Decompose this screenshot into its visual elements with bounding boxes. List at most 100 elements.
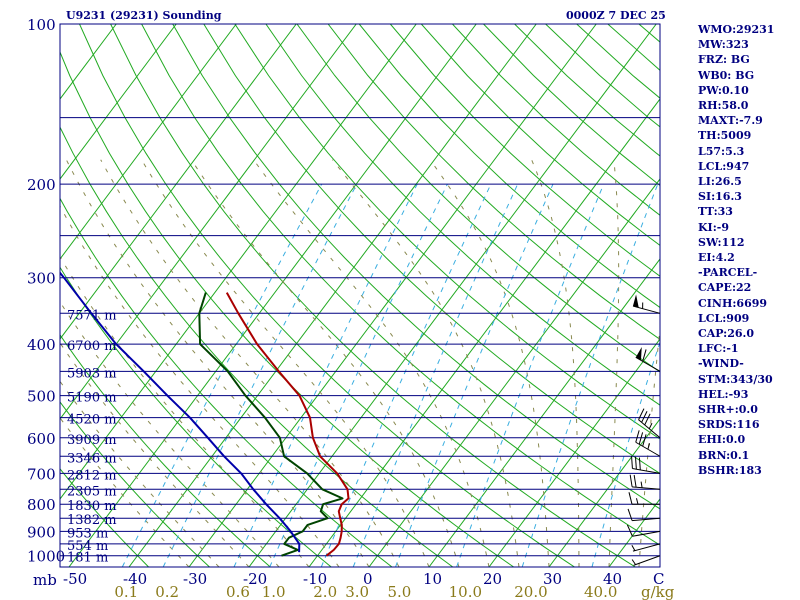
height-label: 7571 m xyxy=(67,308,117,323)
index-item: WMO:29231 xyxy=(698,23,775,36)
wind-barb-half-flag xyxy=(631,559,636,565)
height-label: 554 m xyxy=(67,539,108,554)
moist-adiabat-line xyxy=(190,159,460,567)
index-item: EHI:0.0 xyxy=(698,433,746,447)
temperature-trace xyxy=(225,292,350,557)
isotherm-line xyxy=(68,24,477,567)
moist-adiabat-line xyxy=(65,159,370,567)
wind-barb-pennant xyxy=(635,346,642,361)
mixing-ratio-line xyxy=(162,183,358,567)
dry-adiabat-line xyxy=(110,24,636,567)
temperature-tick-label: 10 xyxy=(423,570,442,588)
wind-barb-flag xyxy=(628,492,633,505)
index-item: CAP:26.0 xyxy=(698,327,755,341)
wind-barb-flag xyxy=(633,474,637,488)
dry-adiabat-line xyxy=(172,24,660,510)
mixing-ratio-tick-label: 20.0 xyxy=(514,583,547,600)
pressure-tick-label: 300 xyxy=(27,270,56,288)
temperature-tick-label: 40 xyxy=(603,570,622,588)
moist-adiabat-line xyxy=(638,322,660,567)
dry-adiabat-line xyxy=(327,24,660,341)
isotherm-line xyxy=(60,24,297,340)
index-item: LCL:909 xyxy=(698,311,750,325)
height-label: 1830 m xyxy=(67,499,117,514)
wind-barb-staff xyxy=(632,543,661,552)
mixing-ratio-tick-label: 10.0 xyxy=(449,583,482,600)
mixing-ratio-tick-label: 0.6 xyxy=(226,583,250,600)
wind-barb-flag xyxy=(641,411,648,423)
wind-barb xyxy=(635,430,661,457)
mixing-ratio-tick-label: 40.0 xyxy=(584,583,617,600)
mixing-ratio-line xyxy=(521,183,659,567)
index-item: TT:33 xyxy=(698,205,733,219)
wind-barb-flag xyxy=(634,456,637,470)
pressure-tick-label: 600 xyxy=(27,430,56,448)
index-item: SHR+:0.0 xyxy=(698,403,758,417)
height-label: 3909 m xyxy=(67,433,117,448)
mixing-ratio-line xyxy=(269,183,448,567)
pressure-tick-label: 700 xyxy=(27,465,56,483)
isotherm-line xyxy=(428,258,660,567)
temperature-tick-label: 30 xyxy=(543,570,562,588)
height-label: 5903 m xyxy=(67,366,117,381)
isotherm-line xyxy=(60,24,357,420)
wind-barb-flag xyxy=(627,508,633,521)
temperature-tick-label: -50 xyxy=(63,570,87,588)
dewpoint-trace xyxy=(198,292,344,557)
mixing-ratio-tick-label: 1.0 xyxy=(262,583,286,600)
dry-adiabat-line xyxy=(60,126,454,567)
index-item: BRN:0.1 xyxy=(698,448,750,462)
index-item: SW:112 xyxy=(698,235,745,249)
parcel-trace xyxy=(60,271,301,553)
dry-adiabat-line xyxy=(79,24,575,567)
wind-barb-flag xyxy=(642,349,647,362)
height-label: 2812 m xyxy=(67,468,117,483)
temperature-tick-label: -20 xyxy=(243,570,267,588)
isotherm-line xyxy=(548,418,660,567)
wind-barb-flag xyxy=(642,434,647,447)
temperature-tick-label: -30 xyxy=(183,570,207,588)
pressure-unit-label: mb xyxy=(33,571,57,589)
index-item: PW:0.10 xyxy=(698,83,749,97)
temperature-tick-label: 0 xyxy=(363,570,373,588)
temperature-tick-label: 20 xyxy=(483,570,502,588)
height-label: 181 m xyxy=(67,551,108,566)
dry-adiabat-line xyxy=(389,24,660,277)
pressure-tick-label: 100 xyxy=(27,16,56,34)
index-item: LFC:-1 xyxy=(698,342,739,356)
dry-adiabat-line xyxy=(60,468,149,567)
wind-barb-flag xyxy=(626,524,633,537)
temperature-tick-label: -10 xyxy=(303,570,327,588)
mixing-ratio-line xyxy=(233,183,418,567)
wind-barb-flag xyxy=(638,432,644,445)
wind-barb xyxy=(627,508,661,522)
wind-barb-flag xyxy=(629,474,633,487)
moist-adiabat-line xyxy=(141,159,430,567)
moist-adiabat-line xyxy=(253,159,490,567)
mixing-ratio-line xyxy=(352,183,519,567)
wind-barb-half-flag xyxy=(631,544,636,551)
mixing-ratio-unit-label: g/kg xyxy=(641,583,675,600)
wind-barb-half-flag xyxy=(640,481,643,488)
index-item: LCL:947 xyxy=(698,159,750,173)
dry-adiabat-line xyxy=(203,24,660,475)
wind-barb xyxy=(626,524,661,537)
isotherm-line xyxy=(0,24,56,567)
wind-barb-staff xyxy=(633,555,661,566)
index-item: CAPE:22 xyxy=(698,281,752,295)
isotherm-line xyxy=(188,24,597,567)
index-item: CINH:6699 xyxy=(698,296,768,310)
wind-barb-staff xyxy=(632,468,661,474)
stability-indices-panel: WMO:29231 MW:323 FRZ: BG WB0: BG PW:0.10 RH:5… xyxy=(698,22,798,478)
index-item: MW:323 xyxy=(698,38,749,52)
mixing-ratio-tick-label: 0.1 xyxy=(114,583,138,600)
index-item: HEL:-93 xyxy=(698,387,749,401)
station-title: U9231 (29231) Sounding xyxy=(66,9,222,22)
moist-adiabat-line xyxy=(608,159,620,567)
wind-barb-staff xyxy=(632,305,661,314)
wind-barb xyxy=(635,346,661,372)
dry-adiabat-line xyxy=(296,24,660,373)
dry-adiabat-line xyxy=(60,334,271,567)
wind-barb-half-flag xyxy=(636,498,639,505)
dry-adiabat-line xyxy=(60,401,210,567)
